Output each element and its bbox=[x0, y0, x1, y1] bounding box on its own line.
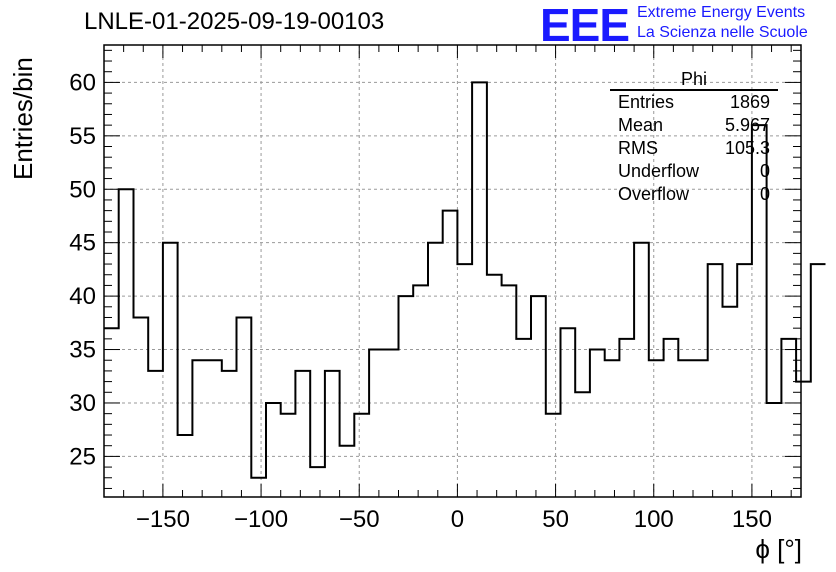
stats-label: Underflow bbox=[618, 161, 700, 181]
x-axis-label: ϕ [°] bbox=[755, 534, 802, 564]
stats-value: 105.3 bbox=[724, 138, 770, 158]
stats-row-overflow: Overflow 0 bbox=[610, 183, 778, 206]
stats-row-underflow: Underflow 0 bbox=[610, 160, 778, 183]
y-tick-label: 50 bbox=[69, 176, 96, 203]
histogram-series bbox=[104, 81, 826, 479]
y-tick-label: 55 bbox=[69, 123, 96, 150]
y-tick-label: 30 bbox=[69, 390, 96, 417]
y-tick-label: 25 bbox=[69, 443, 96, 470]
stats-row-entries: Entries 1869 bbox=[610, 91, 778, 114]
chart-title: LNLE-01-2025-09-19-00103 bbox=[84, 8, 385, 35]
x-tick-label: 50 bbox=[542, 506, 569, 533]
eee-logo: EEE bbox=[540, 0, 630, 51]
stats-label: Overflow bbox=[618, 184, 690, 204]
stats-row-rms: RMS 105.3 bbox=[610, 137, 778, 160]
y-tick-label: 35 bbox=[69, 337, 96, 364]
logo-line-2: La Scienza nelle Scuole bbox=[637, 24, 808, 41]
stats-value: 5.967 bbox=[724, 115, 770, 135]
stats-title: Phi bbox=[610, 69, 778, 91]
stats-label: Entries bbox=[618, 92, 675, 112]
x-tick-label: 100 bbox=[634, 506, 674, 533]
stats-value: 0 bbox=[759, 161, 770, 181]
x-tick-label: −50 bbox=[339, 506, 380, 533]
stats-row-mean: Mean 5.967 bbox=[610, 114, 778, 137]
y-tick-label: 60 bbox=[69, 69, 96, 96]
x-tick-label: 0 bbox=[451, 506, 464, 533]
stats-label: Mean bbox=[618, 115, 664, 135]
x-tick-label: −150 bbox=[136, 506, 190, 533]
logo-line-1: Extreme Energy Events bbox=[637, 4, 806, 21]
x-tick-label: 150 bbox=[732, 506, 772, 533]
plot-frame bbox=[103, 44, 802, 498]
x-tick-label: −100 bbox=[234, 506, 288, 533]
stats-box: Phi Entries 1869 Mean 5.967 RMS 105.3 Un… bbox=[610, 69, 778, 206]
stats-label: RMS bbox=[618, 138, 658, 158]
y-axis-label: Entries/bin bbox=[8, 57, 38, 180]
stats-value: 0 bbox=[759, 184, 770, 204]
y-tick-label: 40 bbox=[69, 283, 96, 310]
y-tick-label: 45 bbox=[69, 230, 96, 257]
stats-value: 1869 bbox=[729, 92, 770, 112]
